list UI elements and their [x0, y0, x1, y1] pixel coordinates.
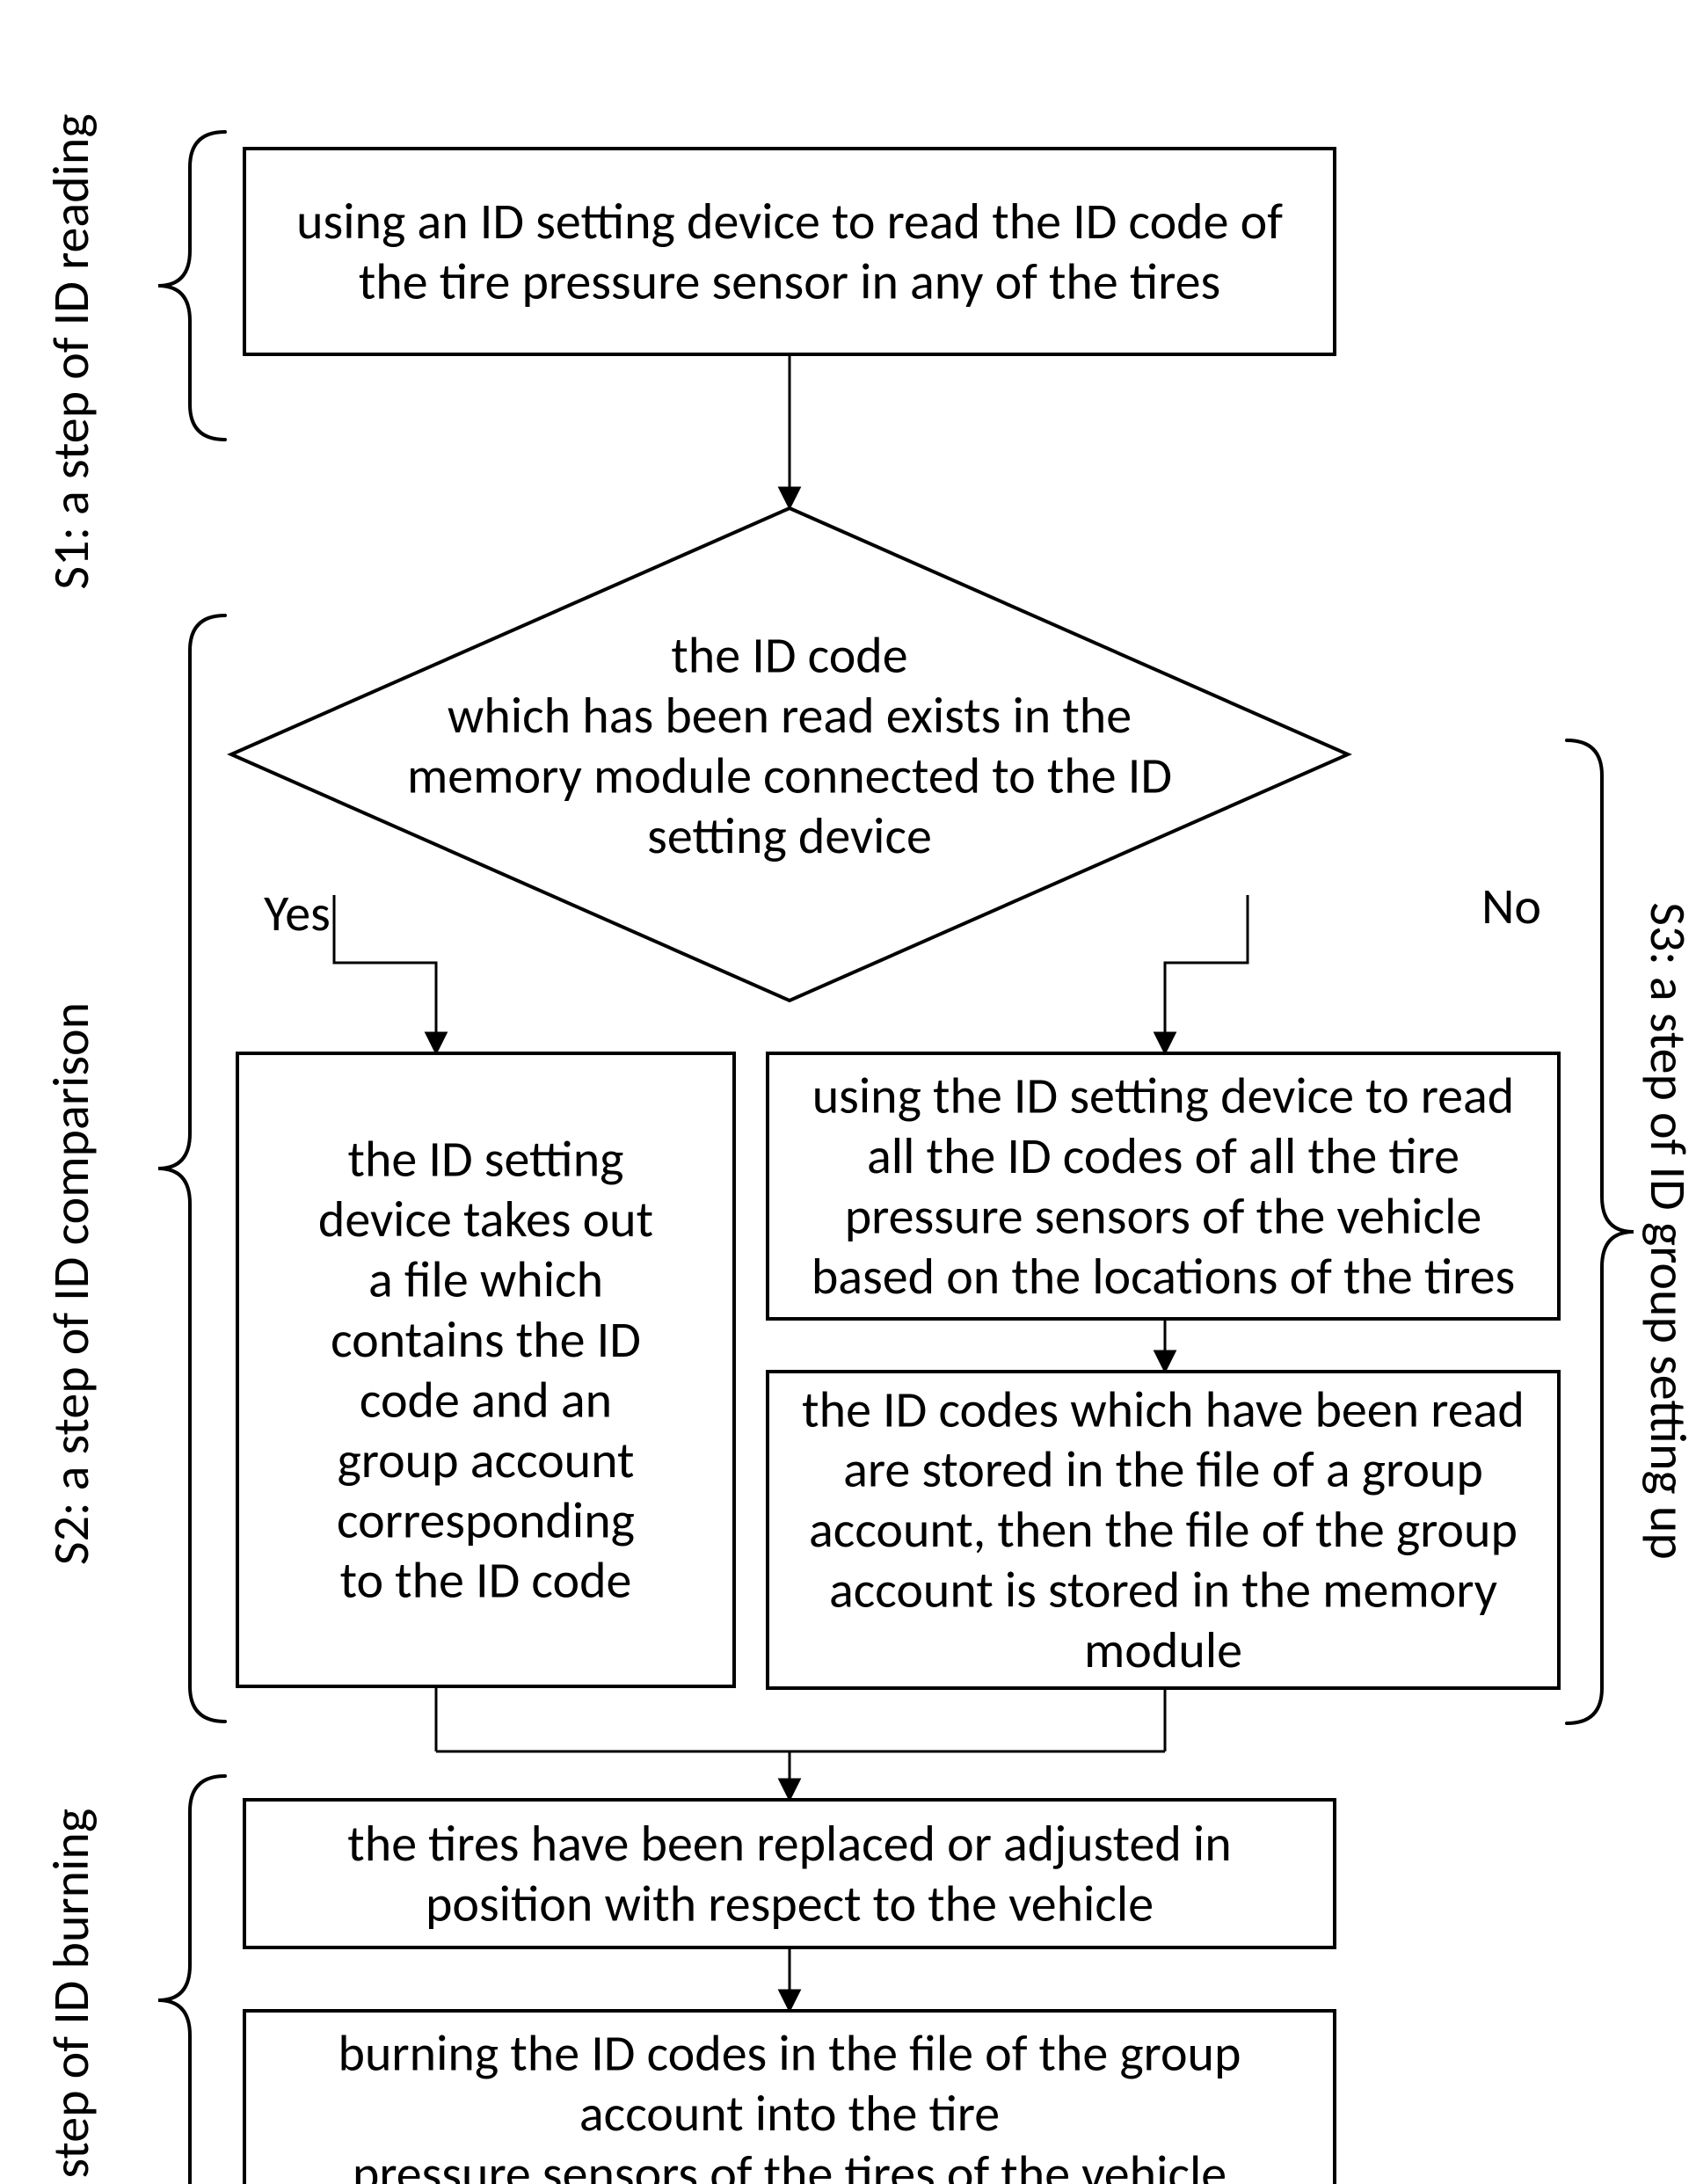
brace-label: S2: a step of ID comparison	[40, 1002, 102, 1565]
svg-text:the ID settingdevice takes out: the ID settingdevice takes outa file whi…	[318, 1128, 653, 1612]
brace-label: S4: a step of ID burning	[40, 1809, 102, 2184]
brace-label: S3: a step of ID group setting up	[1637, 902, 1696, 1560]
node-n_no_top: using the ID setting device to readall t…	[768, 1053, 1559, 1319]
svg-text:the tires have been replaced o: the tires have been replaced or adjusted…	[347, 1812, 1231, 1934]
svg-text:using an ID setting device to: using an ID setting device to read the I…	[296, 190, 1283, 312]
svg-text:using the ID setting device to: using the ID setting device to readall t…	[812, 1065, 1515, 1307]
brace-label: S1: a step of ID reading	[40, 113, 102, 589]
label-no: No	[1481, 875, 1541, 937]
flowchart-container: using an ID setting device to read the I…	[0, 0, 1696, 2184]
label-yes: Yes	[264, 882, 331, 944]
